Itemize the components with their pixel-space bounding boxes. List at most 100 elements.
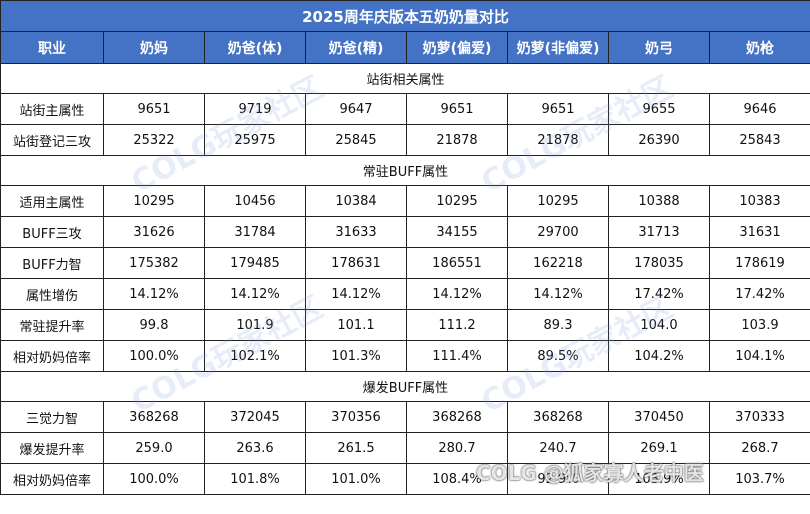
- table-cell: 100.0%: [103, 340, 205, 372]
- table-cell: 175382: [103, 247, 205, 279]
- table-cell: 263.6: [204, 432, 306, 464]
- row-label: 三觉力智: [0, 401, 104, 433]
- table-cell: 10456: [204, 185, 306, 217]
- table-cell: 111.4%: [406, 340, 508, 372]
- table-cell: 368268: [103, 401, 205, 433]
- table-cell: 14.12%: [204, 278, 306, 310]
- section-row: 爆发BUFF属性: [0, 371, 810, 402]
- table-row: 三觉力智 368268 372045 370356 368268 368268 370450…: [0, 401, 810, 433]
- header-class: 奶萝(偏爱): [406, 31, 508, 64]
- table-cell: 25322: [103, 124, 205, 156]
- table-cell: 103.7%: [709, 463, 810, 495]
- table-cell: 89.3: [507, 309, 609, 341]
- table-cell: 178619: [709, 247, 810, 279]
- table-cell: 14.12%: [406, 278, 508, 310]
- table-cell: 17.42%: [608, 278, 710, 310]
- table-cell: 259.0: [103, 432, 205, 464]
- table-row: 常驻提升率 99.8 101.9 101.1 111.2 89.3 104.0 103.9: [0, 309, 810, 341]
- table-cell: 9651: [103, 93, 205, 125]
- row-label: BUFF力智: [0, 247, 104, 279]
- table-cell: 31626: [103, 216, 205, 248]
- table-cell: 370333: [709, 401, 810, 433]
- table-cell: 104.1%: [709, 340, 810, 372]
- table-row: 站街登记三攻 25322 25975 25845 21878 21878 26390 2584…: [0, 124, 810, 156]
- table-cell: 10384: [305, 185, 407, 217]
- table-cell: 186551: [406, 247, 508, 279]
- table-row: 相对奶妈倍率 100.0% 101.8% 101.0% 108.4% 92.9% 103.9…: [0, 463, 810, 495]
- table-cell: 103.9%: [608, 463, 710, 495]
- table-cell: 14.12%: [507, 278, 609, 310]
- table-row: BUFF力智 175382 179485 178631 186551 162218 1780…: [0, 247, 810, 279]
- table-cell: 99.8: [103, 309, 205, 341]
- header-class: 奶爸(体): [204, 31, 306, 64]
- table-cell: 368268: [507, 401, 609, 433]
- table-cell: 104.2%: [608, 340, 710, 372]
- table-cell: 26390: [608, 124, 710, 156]
- table-cell: 102.1%: [204, 340, 306, 372]
- table-cell: 25845: [305, 124, 407, 156]
- table-cell: 25843: [709, 124, 810, 156]
- section-label: 爆发BUFF属性: [0, 371, 810, 402]
- table-cell: 34155: [406, 216, 508, 248]
- table-cell: 100.0%: [103, 463, 205, 495]
- table-cell: 261.5: [305, 432, 407, 464]
- table-cell: 31713: [608, 216, 710, 248]
- table-cell: 101.0%: [305, 463, 407, 495]
- table-cell: 9651: [507, 93, 609, 125]
- table-cell: 268.7: [709, 432, 810, 464]
- table-cell: 101.3%: [305, 340, 407, 372]
- table-cell: 21878: [406, 124, 508, 156]
- header-row: 职业 奶妈 奶爸(体) 奶爸(精) 奶萝(偏爱) 奶萝(非偏爱) 奶弓 奶枪: [0, 31, 810, 64]
- section-label: 常驻BUFF属性: [0, 155, 810, 186]
- table-row: BUFF三攻 31626 31784 31633 34155 29700 31713 3163…: [0, 216, 810, 248]
- table-cell: 9651: [406, 93, 508, 125]
- table-cell: 29700: [507, 216, 609, 248]
- table-title: 2025周年庆版本五奶奶量对比: [0, 0, 810, 32]
- row-label: BUFF三攻: [0, 216, 104, 248]
- table-cell: 14.12%: [103, 278, 205, 310]
- row-label: 爆发提升率: [0, 432, 104, 464]
- table-cell: 14.12%: [305, 278, 407, 310]
- header-class: 奶萝(非偏爱): [507, 31, 609, 64]
- table-cell: 21878: [507, 124, 609, 156]
- section-row: 站街相关属性: [0, 63, 810, 94]
- table-cell: 9647: [305, 93, 407, 125]
- author-credit: COLG @狐家寡人老中医: [476, 461, 704, 485]
- header-profession: 职业: [0, 31, 104, 64]
- table-cell: 17.42%: [709, 278, 810, 310]
- header-class: 奶枪: [709, 31, 810, 64]
- table-cell: 92.9%: [507, 463, 609, 495]
- table-cell: 370450: [608, 401, 710, 433]
- table-cell: 10295: [507, 185, 609, 217]
- table-cell: 178631: [305, 247, 407, 279]
- row-label: 常驻提升率: [0, 309, 104, 341]
- table-row: 相对奶妈倍率 100.0% 102.1% 101.3% 111.4% 89.5% 104.2…: [0, 340, 810, 372]
- header-class: 奶爸(精): [305, 31, 407, 64]
- table-cell: 372045: [204, 401, 306, 433]
- table-cell: 31784: [204, 216, 306, 248]
- row-label: 站街主属性: [0, 93, 104, 125]
- table-cell: 25975: [204, 124, 306, 156]
- table-cell: 10383: [709, 185, 810, 217]
- table-cell: 89.5%: [507, 340, 609, 372]
- header-class: 奶弓: [608, 31, 710, 64]
- table-cell: 10295: [103, 185, 205, 217]
- row-label: 属性增伤: [0, 278, 104, 310]
- table-cell: 101.9: [204, 309, 306, 341]
- table-cell: 108.4%: [406, 463, 508, 495]
- table-cell: 368268: [406, 401, 508, 433]
- table-cell: 370356: [305, 401, 407, 433]
- table-cell: 9646: [709, 93, 810, 125]
- table-cell: 178035: [608, 247, 710, 279]
- table-cell: 10295: [406, 185, 508, 217]
- table-cell: 111.2: [406, 309, 508, 341]
- table-cell: 104.0: [608, 309, 710, 341]
- title-row: 2025周年庆版本五奶奶量对比: [0, 0, 810, 32]
- table-cell: 31631: [709, 216, 810, 248]
- table-cell: 9655: [608, 93, 710, 125]
- table-row: 站街主属性 9651 9719 9647 9651 9651 9655 9646: [0, 93, 810, 125]
- section-row: 常驻BUFF属性: [0, 155, 810, 186]
- table-row: 属性增伤 14.12% 14.12% 14.12% 14.12% 14.12% 17.42%…: [0, 278, 810, 310]
- row-label: 相对奶妈倍率: [0, 340, 104, 372]
- table-cell: 103.9: [709, 309, 810, 341]
